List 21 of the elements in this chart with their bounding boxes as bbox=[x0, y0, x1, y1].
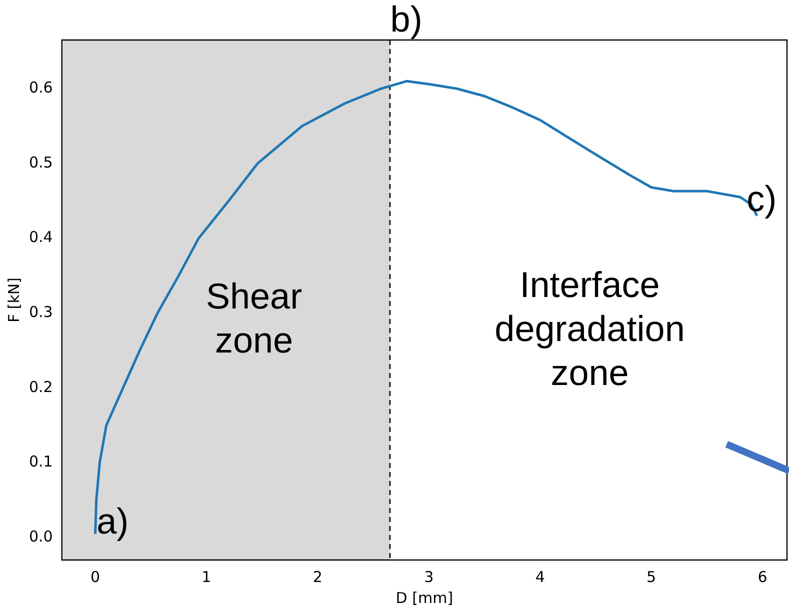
annotation: c) bbox=[746, 178, 777, 220]
y-tick-label: 0.0 bbox=[28, 527, 53, 546]
annotation: a) bbox=[96, 500, 129, 542]
y-tick-label: 0.5 bbox=[28, 153, 53, 172]
annotation: Shear zone bbox=[206, 276, 302, 361]
y-tick-label: 0.1 bbox=[28, 452, 53, 471]
x-tick-label: 6 bbox=[758, 568, 768, 586]
x-tick-label: 2 bbox=[312, 568, 322, 586]
y-tick-label: 0.6 bbox=[28, 78, 53, 97]
y-axis-title: F [kN] bbox=[4, 277, 23, 323]
y-tick-label: 0.4 bbox=[28, 228, 53, 246]
x-tick-label: 0 bbox=[90, 568, 100, 586]
x-tick-label: 4 bbox=[535, 568, 545, 586]
x-tick-label: 1 bbox=[202, 568, 212, 586]
text: b) bbox=[390, 0, 422, 40]
x-axis-title: D [mm] bbox=[396, 588, 454, 607]
x-tick-label: 3 bbox=[424, 568, 434, 586]
y-tick-label: 0.2 bbox=[28, 378, 53, 396]
x-tick-label: 5 bbox=[646, 568, 656, 586]
annotation: Interface degradation zone bbox=[494, 264, 685, 394]
y-tick-label: 0.3 bbox=[28, 302, 53, 321]
